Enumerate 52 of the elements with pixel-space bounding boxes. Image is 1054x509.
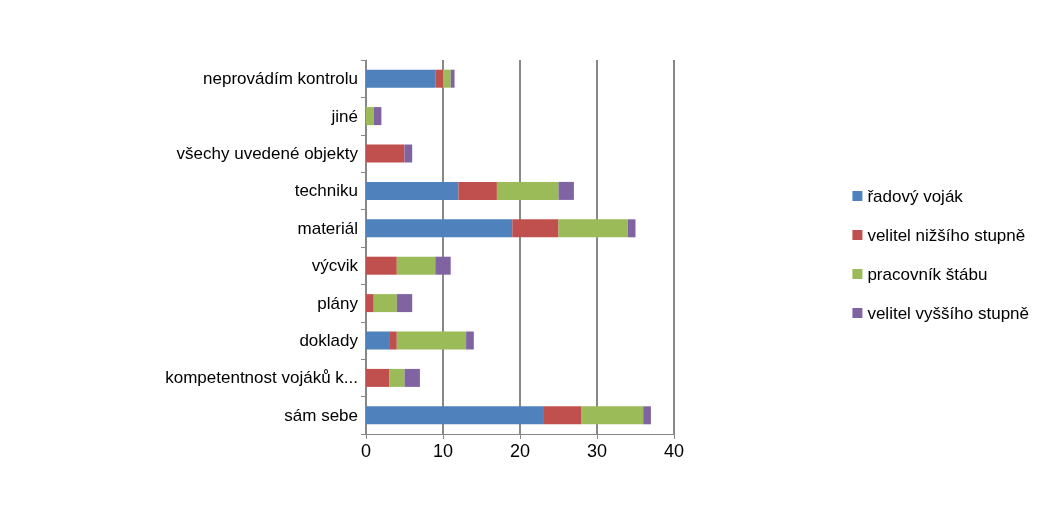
bar bbox=[558, 219, 628, 238]
bar bbox=[396, 331, 467, 350]
bar bbox=[389, 368, 405, 387]
x-tick-label: 0 bbox=[360, 441, 372, 461]
y-tick-label: materiál bbox=[297, 218, 358, 238]
y-tick-label: techniku bbox=[294, 181, 358, 201]
bar bbox=[366, 107, 374, 126]
bar bbox=[366, 406, 544, 425]
bar bbox=[435, 256, 451, 275]
bar bbox=[643, 406, 651, 425]
bar bbox=[366, 144, 405, 163]
y-tick-label: neprovádím kontrolu bbox=[203, 69, 358, 89]
legend-label: pracovník štábu bbox=[867, 264, 988, 284]
y-tick-label: výcvik bbox=[311, 256, 359, 276]
bar bbox=[512, 219, 559, 238]
bar bbox=[366, 69, 436, 88]
bar bbox=[543, 406, 582, 425]
bar bbox=[373, 294, 397, 313]
bar bbox=[627, 219, 636, 238]
bar bbox=[396, 256, 436, 275]
legend-label: velitel nižšího stupně bbox=[867, 225, 1026, 245]
bar bbox=[443, 69, 451, 88]
x-tick-label: 40 bbox=[663, 441, 685, 461]
legend-label: velitel vyššího stupně bbox=[867, 303, 1030, 323]
bar bbox=[366, 331, 390, 350]
bar bbox=[404, 368, 420, 387]
bar bbox=[366, 219, 513, 238]
bar bbox=[458, 181, 497, 200]
y-tick-label: kompetentnost vojáků k... bbox=[165, 368, 358, 388]
bar bbox=[404, 144, 413, 163]
bar bbox=[450, 69, 455, 88]
y-tick-label: plány bbox=[317, 293, 359, 313]
y-tick-label: doklady bbox=[299, 331, 359, 350]
legend-label: řadový voják bbox=[867, 186, 964, 206]
bar bbox=[558, 181, 574, 200]
bar bbox=[466, 331, 474, 350]
bar bbox=[389, 331, 397, 350]
y-tick-label: jiné bbox=[330, 106, 358, 126]
bar bbox=[366, 181, 459, 200]
bar bbox=[496, 181, 559, 200]
bar bbox=[396, 294, 413, 313]
x-tick-label: 20 bbox=[509, 441, 531, 461]
x-tick-label: 10 bbox=[432, 441, 454, 461]
x-tick-label: 30 bbox=[586, 441, 608, 461]
y-tick-label: všechy uvedené objekty bbox=[176, 144, 359, 163]
bar bbox=[366, 294, 374, 313]
bar bbox=[435, 69, 443, 88]
bar bbox=[366, 368, 390, 387]
bar bbox=[366, 256, 397, 275]
y-tick-label: sám sebe bbox=[284, 405, 358, 425]
bar bbox=[373, 107, 382, 126]
bar bbox=[581, 406, 644, 425]
